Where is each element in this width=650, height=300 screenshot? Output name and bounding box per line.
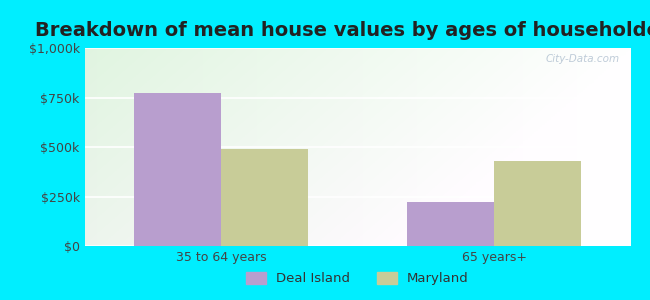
Bar	[134, 93, 221, 246]
Legend: Deal Island, Maryland: Deal Island, Maryland	[240, 266, 474, 290]
Text: City-Data.com: City-Data.com	[545, 54, 619, 64]
Text: Breakdown of mean house values by ages of householders: Breakdown of mean house values by ages o…	[34, 21, 650, 40]
Bar	[494, 161, 581, 246]
Bar	[407, 202, 494, 246]
Bar	[221, 149, 308, 246]
